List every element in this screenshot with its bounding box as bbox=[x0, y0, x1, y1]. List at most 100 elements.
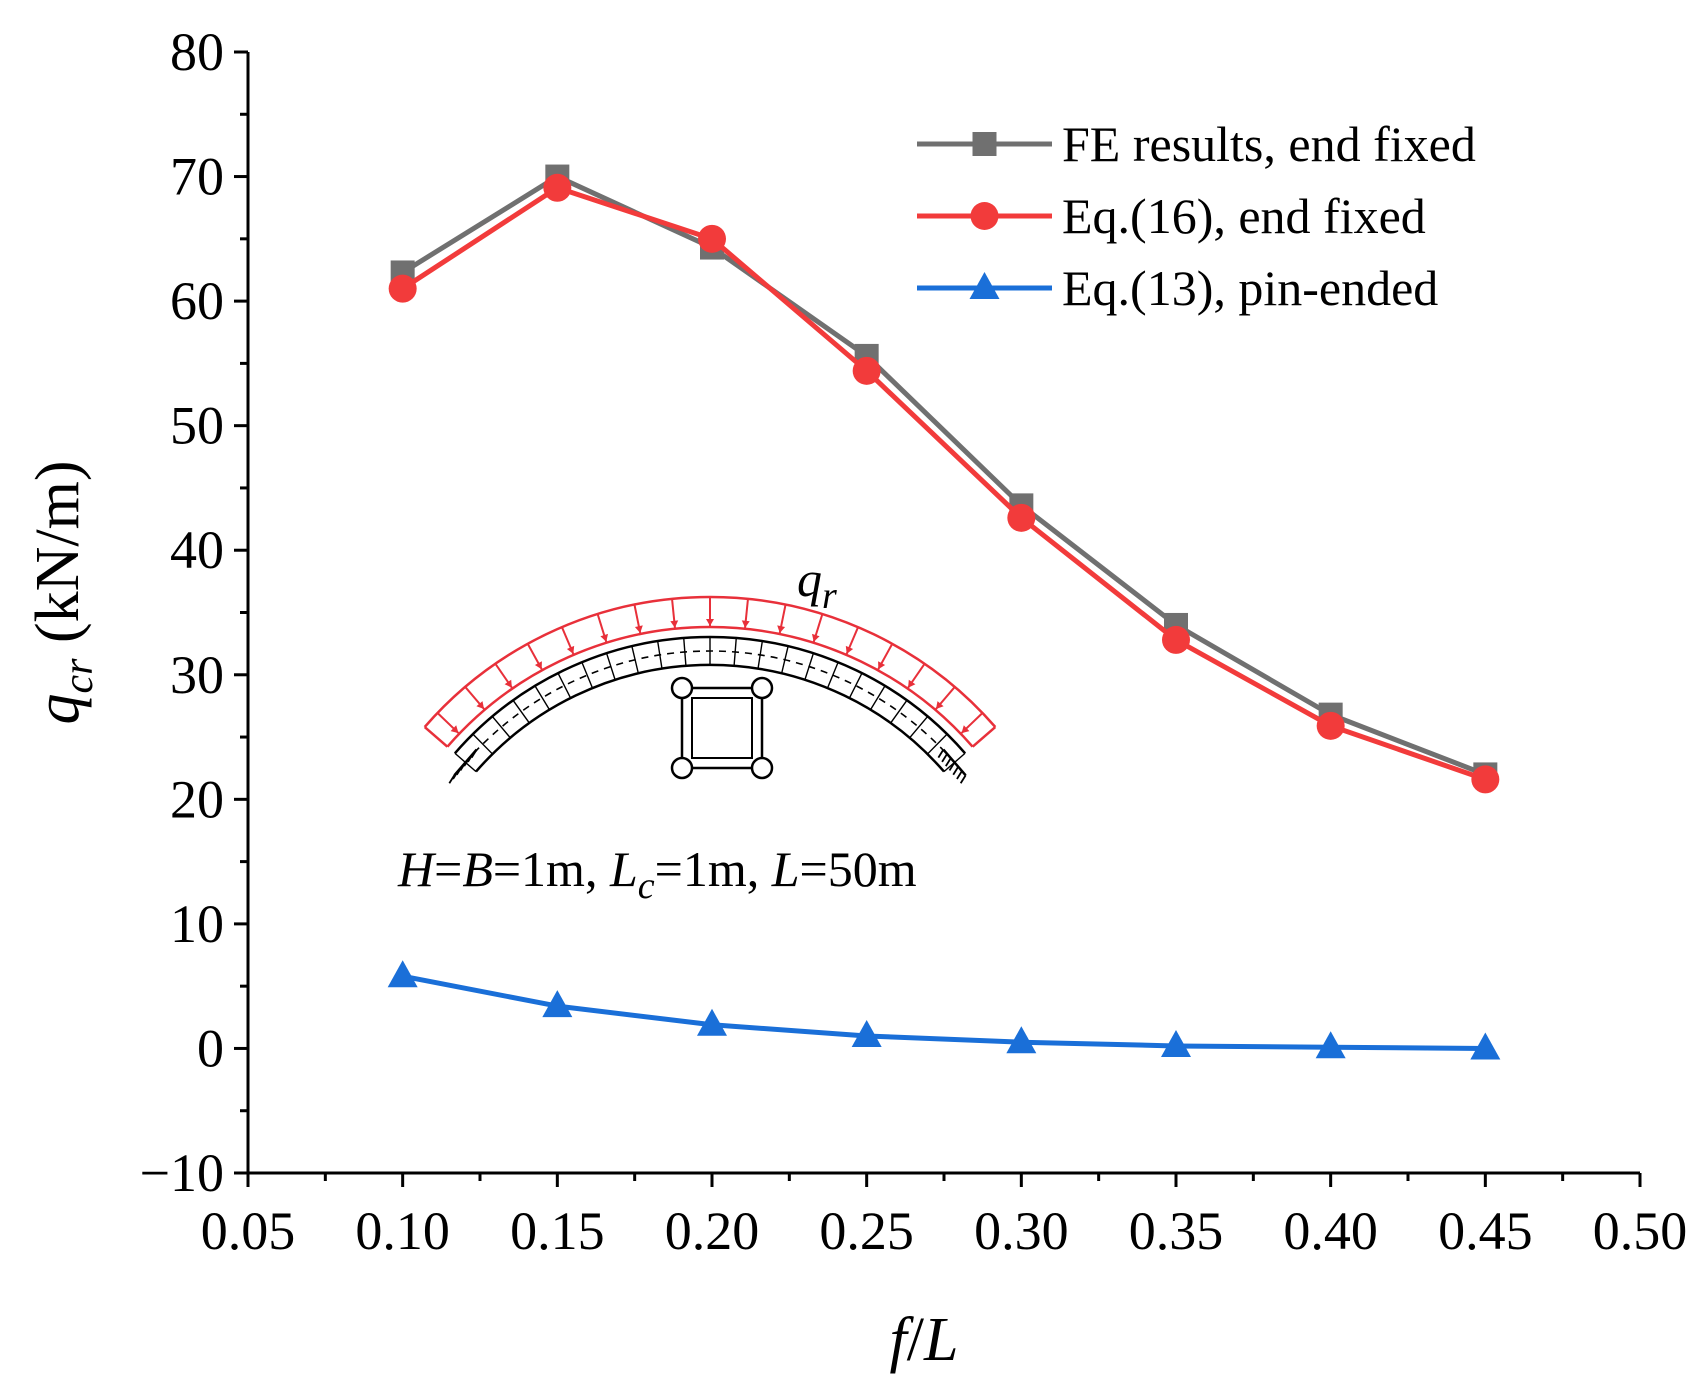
series-line bbox=[401, 185, 1487, 782]
load-arrow-head bbox=[600, 633, 608, 642]
x-tick-label: 0.25 bbox=[819, 1201, 914, 1261]
arch-web-member bbox=[557, 672, 572, 699]
arch-web-member bbox=[804, 652, 815, 681]
x-tick-label: 0.35 bbox=[1129, 1201, 1224, 1261]
load-band-inner-arc bbox=[446, 625, 974, 748]
data-point bbox=[852, 356, 881, 385]
arch-web-member bbox=[780, 645, 789, 674]
y-tick-label: 70 bbox=[170, 147, 224, 207]
x-tick-label: 0.05 bbox=[201, 1201, 296, 1261]
y-tick-label: 10 bbox=[170, 894, 224, 954]
arch-web-member bbox=[656, 640, 663, 669]
legend-label: FE results, end fixed bbox=[1062, 116, 1476, 172]
arch-web-member bbox=[848, 672, 863, 699]
legend-marker bbox=[970, 202, 999, 230]
y-tick-label: 80 bbox=[170, 22, 224, 82]
y-tick-label: 50 bbox=[170, 396, 224, 456]
load-arrow-head bbox=[476, 701, 484, 709]
arch-web-member bbox=[926, 733, 948, 755]
series-2 bbox=[388, 173, 1500, 794]
data-point bbox=[542, 990, 573, 1018]
load-arrow-head bbox=[812, 633, 820, 642]
data-point bbox=[697, 1008, 727, 1036]
fixed-support-icon bbox=[448, 748, 478, 784]
arch-web-member bbox=[605, 652, 616, 681]
data-point bbox=[1315, 1031, 1346, 1059]
arch-web-member bbox=[472, 733, 494, 755]
arch-web-member bbox=[683, 637, 687, 666]
y-tick-label: −10 bbox=[140, 1143, 224, 1203]
series-3 bbox=[387, 960, 1501, 1060]
inset-caption: H=B=1m, Lc=1m, L=50m bbox=[397, 841, 917, 907]
arch-web-member bbox=[534, 685, 551, 711]
series-1 bbox=[390, 164, 1498, 787]
y-tick-label: 0 bbox=[197, 1018, 224, 1078]
legend: FE results, end fixed Eq.(16), end fixed E… bbox=[917, 116, 1476, 316]
load-arrow-head bbox=[566, 645, 575, 654]
legend-marker bbox=[969, 272, 1000, 299]
arch-web-member bbox=[631, 645, 640, 674]
load-arrow-head bbox=[670, 620, 679, 628]
arch-web-member bbox=[890, 699, 908, 724]
data-point bbox=[1471, 765, 1500, 794]
load-arrow-head bbox=[504, 679, 512, 688]
data-point bbox=[698, 224, 726, 253]
arch-web-member bbox=[512, 699, 530, 724]
y-tick-label: 60 bbox=[170, 271, 224, 331]
load-arrow-head bbox=[845, 645, 854, 654]
data-point bbox=[1470, 1032, 1501, 1060]
x-tick-label: 0.20 bbox=[665, 1201, 760, 1261]
data-point bbox=[851, 1019, 882, 1047]
arch-web-member bbox=[491, 715, 511, 739]
arch-bottom-chord bbox=[475, 663, 945, 773]
load-band-outer-arc bbox=[423, 595, 997, 728]
legend-label: Eq.(16), end fixed bbox=[1062, 188, 1426, 244]
x-tick-label: 0.30 bbox=[974, 1201, 1069, 1261]
load-arrow-head bbox=[450, 725, 459, 734]
data-point bbox=[1162, 625, 1190, 654]
y-tick-label: 20 bbox=[170, 769, 224, 829]
load-band-end bbox=[971, 726, 997, 748]
load-arrow-head bbox=[741, 620, 750, 628]
load-arrow-head bbox=[908, 679, 916, 688]
arch-centerline bbox=[464, 650, 956, 763]
load-arrow-head bbox=[878, 661, 886, 670]
x-tick-label: 0.10 bbox=[355, 1201, 450, 1261]
load-label: qr bbox=[797, 551, 837, 617]
legend-label: Eq.(13), pin-ended bbox=[1062, 260, 1438, 316]
load-arrow-head bbox=[936, 701, 944, 709]
y-tick-label: 30 bbox=[170, 645, 224, 705]
data-point bbox=[1006, 1026, 1037, 1054]
x-axis-title: f/L bbox=[890, 1306, 959, 1374]
y-axis-title: qcr (kN/m) bbox=[24, 460, 102, 724]
axes: −10 0 10 20 30 40 50 60 70 80 0.05 0.10 0.15 0.20 0.25… bbox=[24, 22, 1687, 1374]
series-line bbox=[401, 174, 1487, 777]
arch-inset-diagram: qr H=B=1m, Lc=1m, L=50m bbox=[397, 551, 997, 907]
arch-web-member bbox=[826, 661, 839, 689]
load-arrow-head bbox=[961, 725, 970, 734]
data-point bbox=[388, 274, 417, 303]
cross-section-icon bbox=[670, 676, 774, 780]
load-arrow-head bbox=[777, 625, 786, 633]
legend-marker bbox=[972, 132, 997, 156]
data-point bbox=[543, 173, 572, 202]
load-arrow-head bbox=[634, 625, 643, 633]
data-point bbox=[1316, 711, 1345, 740]
load-arrow-head bbox=[534, 661, 542, 670]
x-tick-label: 0.15 bbox=[510, 1201, 605, 1261]
y-tick-label: 40 bbox=[170, 520, 224, 580]
data-point bbox=[1161, 1029, 1191, 1057]
series-layer bbox=[387, 164, 1501, 1060]
data-point bbox=[1007, 503, 1036, 532]
arch-web-member bbox=[581, 661, 594, 689]
x-tick-label: 0.45 bbox=[1438, 1201, 1533, 1261]
x-tick-label: 0.50 bbox=[1593, 1201, 1688, 1261]
arch-web-member bbox=[757, 640, 764, 669]
series-line bbox=[402, 973, 1486, 1051]
load-band-end bbox=[423, 726, 449, 748]
x-tick-label: 0.40 bbox=[1283, 1201, 1378, 1261]
fixed-support-icon bbox=[937, 748, 967, 784]
arch-web-member bbox=[909, 715, 929, 739]
load-arrow-head bbox=[706, 619, 714, 626]
